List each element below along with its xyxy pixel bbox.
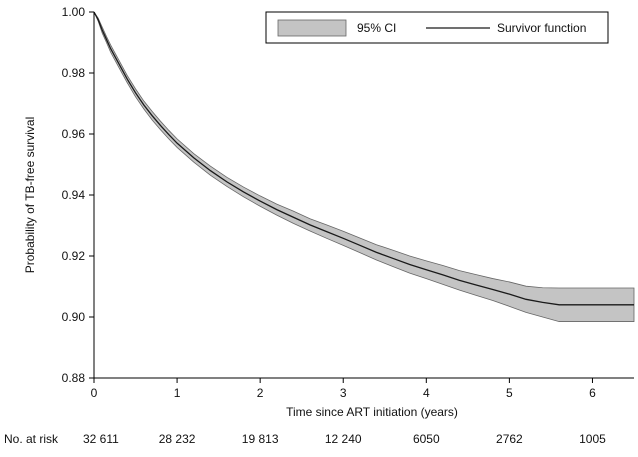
y-tick-label: 0.88 bbox=[62, 371, 86, 385]
risk-table-value: 19 813 bbox=[242, 432, 279, 446]
survivor-function-line bbox=[93, 11, 634, 306]
y-tick-label: 1.00 bbox=[62, 5, 86, 19]
y-tick-label: 0.92 bbox=[62, 249, 86, 263]
x-tick-label: 1 bbox=[174, 386, 181, 400]
risk-table: No. at risk 32 611 28 232 19 813 12 240 6050 2… bbox=[4, 432, 606, 446]
legend: 95% CI Survivor function bbox=[265, 11, 609, 44]
risk-table-value: 6050 bbox=[413, 432, 440, 446]
x-tick-label: 2 bbox=[257, 386, 264, 400]
y-axis-title: Probability of TB-free survival bbox=[23, 117, 37, 274]
y-tick-label: 0.94 bbox=[62, 188, 86, 202]
y-tick-label: 0.98 bbox=[62, 66, 86, 80]
x-tick-label: 5 bbox=[506, 386, 513, 400]
x-axis-title: Time since ART initiation (years) bbox=[286, 405, 458, 419]
legend-line-label: Survivor function bbox=[497, 21, 586, 35]
risk-table-label: No. at risk bbox=[4, 432, 59, 446]
risk-table-value: 28 232 bbox=[159, 432, 196, 446]
x-tick-label: 0 bbox=[91, 386, 98, 400]
x-tick-label: 6 bbox=[589, 386, 596, 400]
risk-table-value: 2762 bbox=[496, 432, 523, 446]
y-tick-label: 0.90 bbox=[62, 310, 86, 324]
legend-ci-swatch bbox=[277, 19, 347, 37]
line-layer bbox=[93, 11, 634, 306]
ci-layer bbox=[93, 11, 635, 322]
x-tick-label: 4 bbox=[423, 386, 430, 400]
legend-ci-label: 95% CI bbox=[357, 21, 396, 35]
risk-table-value: 1005 bbox=[579, 432, 606, 446]
ci-band bbox=[93, 11, 635, 322]
risk-table-value: 32 611 bbox=[83, 432, 119, 446]
x-tick-label: 3 bbox=[340, 386, 347, 400]
risk-table-value: 12 240 bbox=[325, 432, 362, 446]
axes-layer: 0.88 0.90 0.92 0.94 0.96 0.98 1.00 0 1 2 3 4 5 6 Time … bbox=[23, 5, 634, 419]
y-tick-label: 0.96 bbox=[62, 127, 86, 141]
